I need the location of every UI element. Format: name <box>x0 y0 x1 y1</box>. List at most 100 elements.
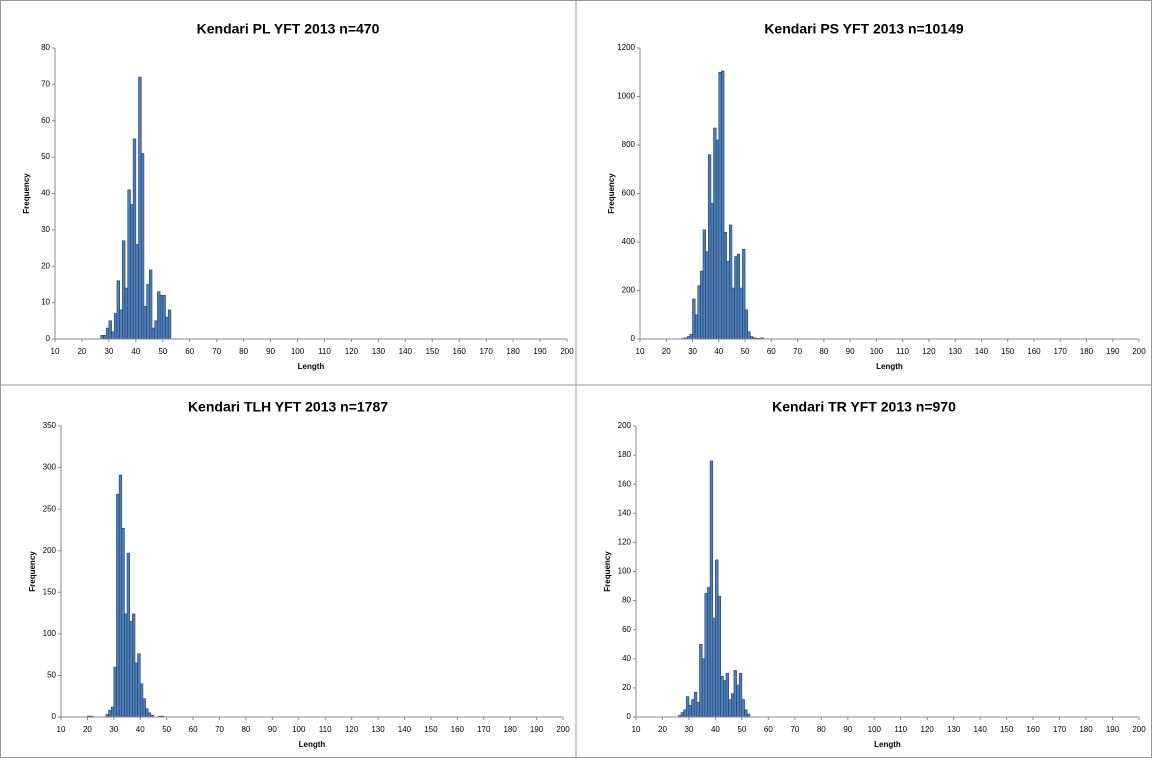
bar <box>151 327 156 340</box>
bar <box>137 653 141 718</box>
x-tick-label: 30 <box>104 347 113 356</box>
bar <box>134 662 138 718</box>
bar <box>159 295 164 340</box>
bar <box>733 670 737 718</box>
bar <box>149 269 153 340</box>
x-tick-label: 10 <box>51 347 60 356</box>
x-tick-label: 140 <box>399 347 413 356</box>
bar <box>715 559 719 718</box>
bar <box>715 139 720 340</box>
x-tick-label: 100 <box>292 725 306 734</box>
y-tick-label: 20 <box>622 683 631 692</box>
bar <box>736 253 741 340</box>
bar <box>138 76 142 340</box>
bar <box>683 709 687 718</box>
x-tick-label: 110 <box>318 347 331 356</box>
y-tick-label: 400 <box>622 237 636 246</box>
y-axis-title: Frequency <box>28 551 37 592</box>
x-tick-label: 160 <box>451 725 465 734</box>
bar <box>720 675 724 718</box>
bar <box>121 527 125 718</box>
bar <box>694 314 699 340</box>
x-tick-label: 50 <box>741 347 750 356</box>
x-tick-label: 120 <box>345 347 359 356</box>
bar <box>139 683 144 718</box>
x-tick-label: 200 <box>1132 347 1146 356</box>
bar <box>103 335 107 340</box>
x-tick-label: 20 <box>83 725 92 734</box>
x-tick-label: 90 <box>843 725 852 734</box>
x-tick-label: 200 <box>1132 725 1146 734</box>
bar <box>702 229 706 340</box>
bar <box>692 298 696 340</box>
bar <box>723 680 727 718</box>
bar <box>734 256 738 340</box>
bar <box>742 248 746 340</box>
bar <box>157 291 161 340</box>
x-tick-label: 50 <box>158 347 167 356</box>
y-tick-label: 80 <box>622 596 631 605</box>
y-tick-label: 150 <box>43 587 57 596</box>
bar <box>709 460 714 718</box>
x-tick-label: 150 <box>424 725 438 734</box>
x-tick-label: 130 <box>372 347 386 356</box>
bar <box>728 224 733 340</box>
bar <box>739 287 743 340</box>
x-tick-label: 110 <box>896 347 909 356</box>
y-tick-label: 600 <box>622 189 636 198</box>
x-tick-label: 70 <box>212 347 221 356</box>
x-tick-label: 60 <box>189 725 198 734</box>
bar <box>707 587 711 718</box>
x-tick-label: 10 <box>57 725 66 734</box>
x-tick-label: 160 <box>453 347 467 356</box>
bar <box>717 595 722 718</box>
x-tick-label: 180 <box>1080 347 1094 356</box>
y-tick-label: 0 <box>627 712 632 721</box>
bar <box>721 70 725 340</box>
bar <box>126 552 130 718</box>
x-tick-label: 10 <box>636 347 645 356</box>
x-tick-label: 190 <box>533 347 547 356</box>
x-tick-label: 70 <box>793 347 802 356</box>
bar <box>712 617 716 718</box>
x-tick-label: 120 <box>922 347 936 356</box>
bar <box>704 593 708 718</box>
bar <box>707 154 712 340</box>
y-tick-label: 70 <box>41 79 50 88</box>
bar <box>100 335 104 340</box>
x-tick-label: 70 <box>215 725 224 734</box>
x-tick-label: 100 <box>291 347 305 356</box>
bar <box>140 153 145 340</box>
x-tick-label: 170 <box>477 725 491 734</box>
x-tick-label: 190 <box>1106 725 1120 734</box>
bar <box>116 493 120 718</box>
x-axis-title: Length <box>876 362 903 371</box>
bar <box>738 673 743 718</box>
x-tick-label: 30 <box>688 347 697 356</box>
x-tick-label: 130 <box>948 347 962 356</box>
bar <box>162 295 166 340</box>
y-tick-label: 300 <box>43 463 57 472</box>
x-tick-label: 60 <box>764 725 773 734</box>
bar <box>731 287 735 340</box>
x-tick-label: 200 <box>556 725 570 734</box>
x-tick-label: 30 <box>684 725 693 734</box>
bar <box>119 309 123 340</box>
y-tick-label: 30 <box>41 225 50 234</box>
x-tick-label: 110 <box>894 725 907 734</box>
bar <box>713 127 717 340</box>
bar <box>129 621 133 718</box>
x-tick-label: 130 <box>371 725 385 734</box>
x-tick-label: 90 <box>266 347 275 356</box>
x-tick-label: 190 <box>1106 347 1120 356</box>
y-tick-label: 120 <box>618 538 632 547</box>
bar <box>118 474 123 718</box>
bar <box>165 316 169 340</box>
bar <box>701 658 706 718</box>
x-tick-label: 100 <box>870 347 884 356</box>
bar <box>143 305 147 340</box>
x-tick-label: 80 <box>817 725 826 734</box>
y-tick-label: 140 <box>618 508 632 517</box>
x-tick-label: 120 <box>921 725 935 734</box>
x-tick-label: 140 <box>975 347 989 356</box>
